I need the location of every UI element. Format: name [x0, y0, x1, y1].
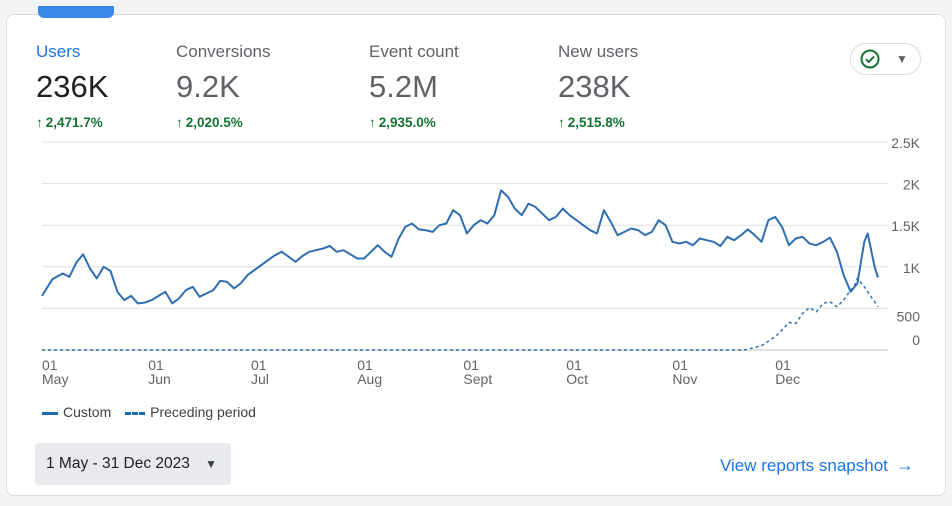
legend-custom[interactable]: Custom: [42, 404, 111, 420]
view-reports-snapshot-link[interactable]: View reports snapshot →: [720, 455, 914, 475]
snapshot-label: View reports snapshot: [720, 456, 888, 475]
x-tick-day: 01: [251, 357, 267, 373]
y-tick-label: 2.5K: [891, 135, 920, 151]
metric-delta: ↑ 2,935.0%: [369, 114, 459, 132]
metric-delta: ↑ 2,515.8%: [558, 114, 638, 132]
metric-value: 236K: [36, 69, 109, 104]
legend-swatch-solid: [42, 411, 58, 415]
metric-value: 238K: [558, 69, 631, 104]
x-tick-month: Sept: [463, 371, 492, 387]
metric-value: 9.2K: [176, 69, 240, 104]
arrow-up-icon: ↑: [36, 115, 43, 130]
y-tick-label: 2K: [903, 177, 921, 193]
date-range-label: 1 May - 31 Dec 2023: [46, 455, 190, 472]
x-tick-month: Jul: [251, 371, 269, 387]
metric-users[interactable]: Users 236K ↑ 2,471.7%: [36, 42, 108, 132]
chart-series: [41, 189, 879, 351]
chart-grid: [42, 141, 888, 351]
x-tick-day: 01: [357, 357, 373, 373]
legend-swatch-dashed: [125, 411, 146, 415]
top-tab-indicator: [38, 6, 114, 18]
metric-event-count[interactable]: Event count 5.2M ↑ 2,935.0%: [369, 42, 459, 132]
x-tick-month: Dec: [775, 371, 800, 387]
metric-delta-value: 2,515.8%: [567, 115, 625, 130]
legend-label: Preceding period: [150, 404, 256, 420]
x-tick-day: 01: [42, 357, 58, 373]
x-tick-day: 01: [775, 357, 791, 373]
x-tick-day: 01: [672, 357, 688, 373]
metric-new-users[interactable]: New users 238K ↑ 2,515.8%: [558, 42, 638, 132]
metric-delta-value: 2,471.7%: [45, 115, 103, 130]
metric-delta: ↑ 2,020.5%: [176, 114, 271, 132]
y-tick-label: 500: [897, 308, 921, 324]
arrow-up-icon: ↑: [176, 115, 183, 130]
chevron-down-icon: ▼: [205, 457, 217, 471]
x-tick-month: May: [42, 371, 68, 387]
check-circle-icon: [860, 49, 880, 69]
chevron-down-icon: ▼: [896, 52, 908, 66]
x-tick-day: 01: [566, 357, 582, 373]
metric-delta: ↑ 2,471.7%: [36, 114, 108, 132]
y-axis-labels: 0 500 1K 1.5K 2K 2.5K: [891, 135, 920, 348]
metric-value: 5.2M: [369, 69, 438, 104]
x-tick-month: Oct: [566, 371, 588, 387]
metric-delta-value: 2,935.0%: [378, 115, 436, 130]
date-range-button[interactable]: 1 May - 31 Dec 2023 ▼: [35, 443, 231, 485]
metric-label: New users: [558, 42, 639, 61]
x-tick-month: Jun: [148, 371, 171, 387]
arrow-up-icon: ↑: [369, 115, 376, 130]
series-line-custom: [41, 189, 879, 305]
status-dropdown[interactable]: ▼: [850, 43, 921, 75]
x-tick-month: Nov: [672, 371, 697, 387]
series-line-preceding: [42, 277, 879, 351]
metric-conversions[interactable]: Conversions 9.2K ↑ 2,020.5%: [176, 42, 271, 132]
y-tick-label: 0: [912, 332, 920, 348]
metric-label: Users: [36, 42, 81, 61]
analytics-card: [6, 14, 946, 496]
chart-legend: Custom Preceding period: [42, 404, 266, 420]
metric-label: Event count: [369, 42, 459, 61]
y-tick-label: 1K: [903, 260, 921, 276]
x-tick-month: Aug: [357, 371, 382, 387]
legend-preceding[interactable]: Preceding period: [125, 404, 256, 420]
metric-delta-value: 2,020.5%: [185, 115, 243, 130]
arrow-up-icon: ↑: [558, 115, 565, 130]
x-tick-day: 01: [463, 357, 479, 373]
y-tick-label: 1.5K: [891, 218, 920, 234]
x-axis-labels: 01May01Jun01Jul01Aug01Sept01Oct01Nov01De…: [42, 357, 800, 387]
arrow-right-icon: →: [895, 455, 914, 475]
legend-label: Custom: [63, 404, 112, 420]
metric-label: Conversions: [176, 42, 271, 61]
x-tick-day: 01: [148, 357, 164, 373]
